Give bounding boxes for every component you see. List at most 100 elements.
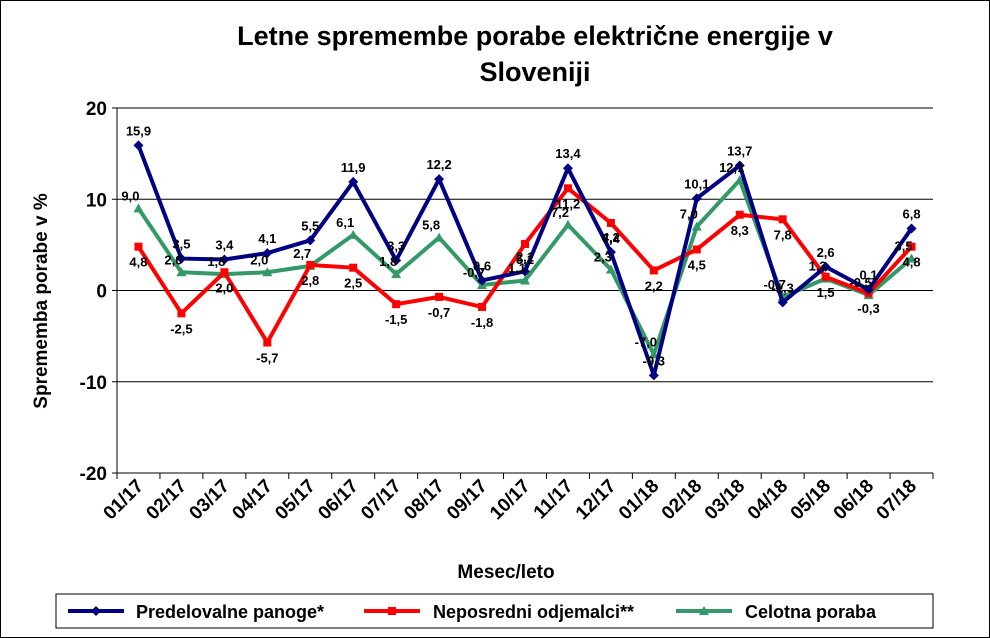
data-label: 1,1: [508, 260, 526, 275]
data-label: 4,1: [258, 231, 276, 246]
data-point: [906, 253, 917, 263]
legend-box: [55, 593, 934, 629]
axes: [112, 107, 934, 479]
data-point: [391, 255, 402, 266]
x-tick-label: 12/17: [572, 476, 620, 524]
x-tick-label: 02/17: [142, 476, 190, 524]
data-point: [648, 370, 659, 381]
data-point: [91, 606, 101, 616]
data-point: [734, 175, 745, 185]
data-label: 7,4: [602, 231, 621, 246]
data-point: [349, 263, 358, 272]
data-point: [177, 309, 186, 318]
legend-marker-0: [68, 606, 124, 616]
data-label: 15,9: [126, 123, 151, 138]
data-point: [520, 266, 530, 277]
data-point: [699, 606, 709, 615]
data-point: [606, 218, 615, 227]
data-label: 10,1: [684, 176, 709, 191]
data-label: 6,1: [336, 215, 354, 230]
data-label: 3,5: [894, 239, 912, 254]
data-point: [735, 210, 744, 219]
data-label: -0,7: [428, 305, 450, 320]
data-label: 12,2: [426, 157, 451, 172]
data-label: 0,1: [860, 268, 878, 283]
data-label: 7,2: [551, 205, 569, 220]
x-tick-labels: 01/1702/1703/1704/1705/1706/1707/1708/17…: [100, 476, 922, 524]
data-label: 1,8: [379, 254, 397, 269]
x-tick-label: 07/17: [357, 476, 405, 524]
data-label: 13,4: [555, 146, 581, 161]
data-point: [648, 349, 659, 359]
data-point: [388, 607, 396, 615]
data-point: [391, 269, 402, 279]
data-label: 2,0: [164, 252, 182, 267]
data-point: [821, 272, 830, 281]
data-label: 4,8: [902, 255, 920, 270]
x-tick-label: 05/18: [787, 476, 835, 524]
data-point: [348, 229, 359, 239]
data-label: 5,8: [422, 218, 440, 233]
data-point: [562, 219, 573, 229]
data-point: [133, 203, 144, 213]
data-label: 2,7: [293, 246, 311, 261]
data-point: [692, 245, 701, 254]
data-point: [691, 193, 702, 204]
data-point: [563, 184, 572, 193]
data-point: [691, 221, 702, 231]
data-label: 1,3: [809, 259, 827, 274]
data-label: -0,7: [763, 277, 785, 292]
data-label: 7,8: [774, 227, 792, 242]
data-label: 11,2: [556, 196, 581, 211]
data-label: 2,0: [250, 252, 268, 267]
data-point: [778, 215, 787, 224]
data-label: -7,0: [635, 334, 657, 349]
data-label: 7,0: [680, 207, 698, 222]
y-tick-label: 0: [96, 282, 107, 303]
x-tick-label: 05/17: [271, 476, 319, 524]
data-point: [562, 163, 573, 174]
data-point: [477, 275, 488, 286]
legend: Predelovalne panoge* Neposredni odjemalc…: [55, 593, 934, 629]
legend-marker-1: [364, 607, 420, 615]
data-point: [133, 140, 144, 151]
data-label: 3,5: [172, 237, 190, 252]
series-group: [133, 140, 917, 381]
y-tick-label: -20: [80, 464, 107, 485]
data-label: 0,6: [473, 258, 491, 273]
data-point: [520, 275, 530, 285]
data-point: [734, 160, 745, 171]
data-label: 6,8: [902, 206, 920, 221]
data-point: [820, 261, 831, 272]
data-point: [306, 260, 315, 269]
data-labels: 15,9 3,5 3,4 4,1 5,5 11,9 3,3 12,2 0,6 2,1 13,4 4,2…: [121, 123, 920, 368]
data-point: [605, 264, 616, 274]
legend-label-predelovalne: Predelovalne panoge*: [136, 602, 324, 622]
data-label: -1,3: [771, 280, 793, 295]
legend-label-neposredni: Neposredni odjemalci**: [433, 602, 634, 622]
legend-marker-2: [676, 606, 732, 615]
data-point: [219, 254, 230, 265]
data-point: [777, 297, 788, 308]
data-label: 5,5: [301, 218, 319, 233]
data-label: 4,5: [688, 257, 706, 272]
data-label: -0,3: [857, 301, 879, 316]
series-1: [134, 184, 916, 347]
x-tick-label: 03/18: [701, 476, 749, 524]
data-point: [392, 300, 401, 309]
y-tick-labels: 20 10 0 -10 -20: [80, 99, 107, 485]
data-label: 9,0: [121, 188, 139, 203]
chart-title-line-1: Letne spremembe porabe električne energi…: [237, 21, 833, 51]
data-point: [478, 302, 487, 311]
data-label: 1,5: [817, 285, 835, 300]
data-point: [434, 174, 445, 185]
chart-title-line-2: Sloveniji: [479, 57, 590, 87]
legend-label-celotna: Celotna poraba: [745, 602, 877, 622]
data-label: 4,8: [129, 255, 147, 270]
data-label: -0,7: [463, 265, 485, 280]
data-label: 2,3: [594, 250, 612, 265]
data-label: -2,5: [170, 321, 192, 336]
data-label: -1,5: [385, 312, 407, 327]
data-label: 3,4: [215, 237, 234, 252]
